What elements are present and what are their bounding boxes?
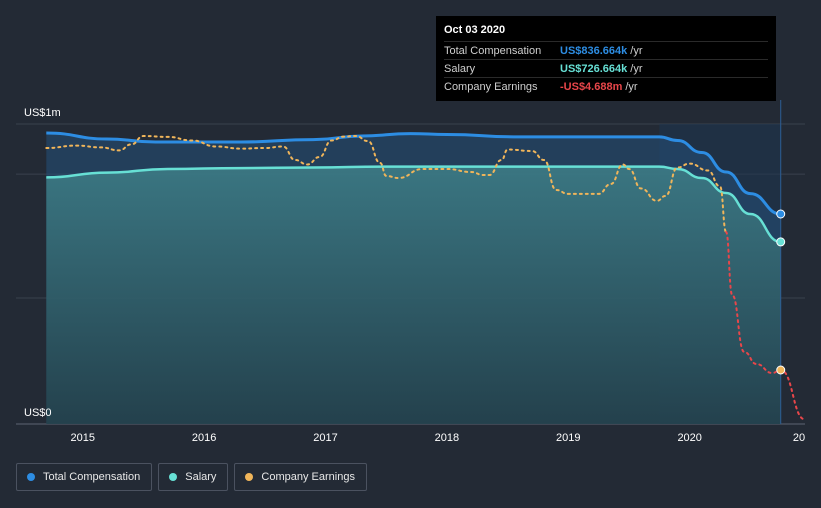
company-earnings-line	[45, 134, 728, 233]
tooltip-label: Total Compensation	[444, 44, 542, 57]
tooltip-row-salary: Salary US$726.664k /yr	[444, 59, 768, 77]
legend-dot-icon	[245, 473, 254, 481]
salary-line	[46, 165, 781, 244]
tooltip-row-earnings: Company Earnings -US$4.688m /yr	[444, 77, 768, 95]
x-tick-label: 2016	[192, 432, 216, 444]
salary-marker	[776, 237, 786, 247]
total-compensation-marker	[776, 209, 786, 219]
legend-item-total-compensation[interactable]: Total Compensation	[16, 463, 153, 491]
salary-area	[46, 166, 781, 424]
x-tick-label: 2017	[313, 432, 337, 444]
y-axis-bottom-label: US$0	[24, 407, 52, 419]
tooltip-value: US$726.664k	[560, 62, 628, 75]
legend-label: Company Earnings	[261, 471, 355, 483]
tooltip-date: Oct 03 2020	[444, 24, 506, 36]
legend-label: Salary	[185, 471, 217, 483]
legend-label: Total Compensation	[43, 471, 141, 483]
x-tick-label: 2020	[677, 432, 701, 444]
total-compensation-line	[46, 131, 781, 216]
tooltip-unit: /yr	[625, 80, 638, 93]
tooltip-row-total: Total Compensation US$836.664k /yr	[444, 41, 768, 59]
y-axis-top-label: US$1m	[24, 107, 61, 119]
legend-dot-icon	[27, 473, 35, 481]
tooltip-unit: /yr	[630, 44, 643, 57]
company-earnings-marker	[776, 365, 786, 375]
tooltip-unit: /yr	[630, 62, 643, 75]
x-tick-label: 2018	[435, 432, 459, 444]
tooltip: Oct 03 2020 Total Compensation US$836.66…	[436, 16, 776, 101]
tooltip-label: Company Earnings	[444, 80, 538, 93]
x-tick-label: 2015	[71, 432, 95, 444]
x-tick-label: 2019	[556, 432, 580, 444]
legend-dot-icon	[169, 473, 178, 481]
tooltip-value: US$836.664k	[560, 44, 628, 57]
legend-item-company-earnings[interactable]: Company Earnings	[234, 463, 367, 491]
x-tick-label: 20	[793, 432, 805, 444]
tooltip-value: -US$4.688m	[560, 80, 623, 93]
legend-item-salary[interactable]: Salary	[158, 463, 229, 491]
tooltip-label: Salary	[444, 62, 476, 75]
legend: Total Compensation Salary Company Earnin…	[16, 463, 367, 491]
